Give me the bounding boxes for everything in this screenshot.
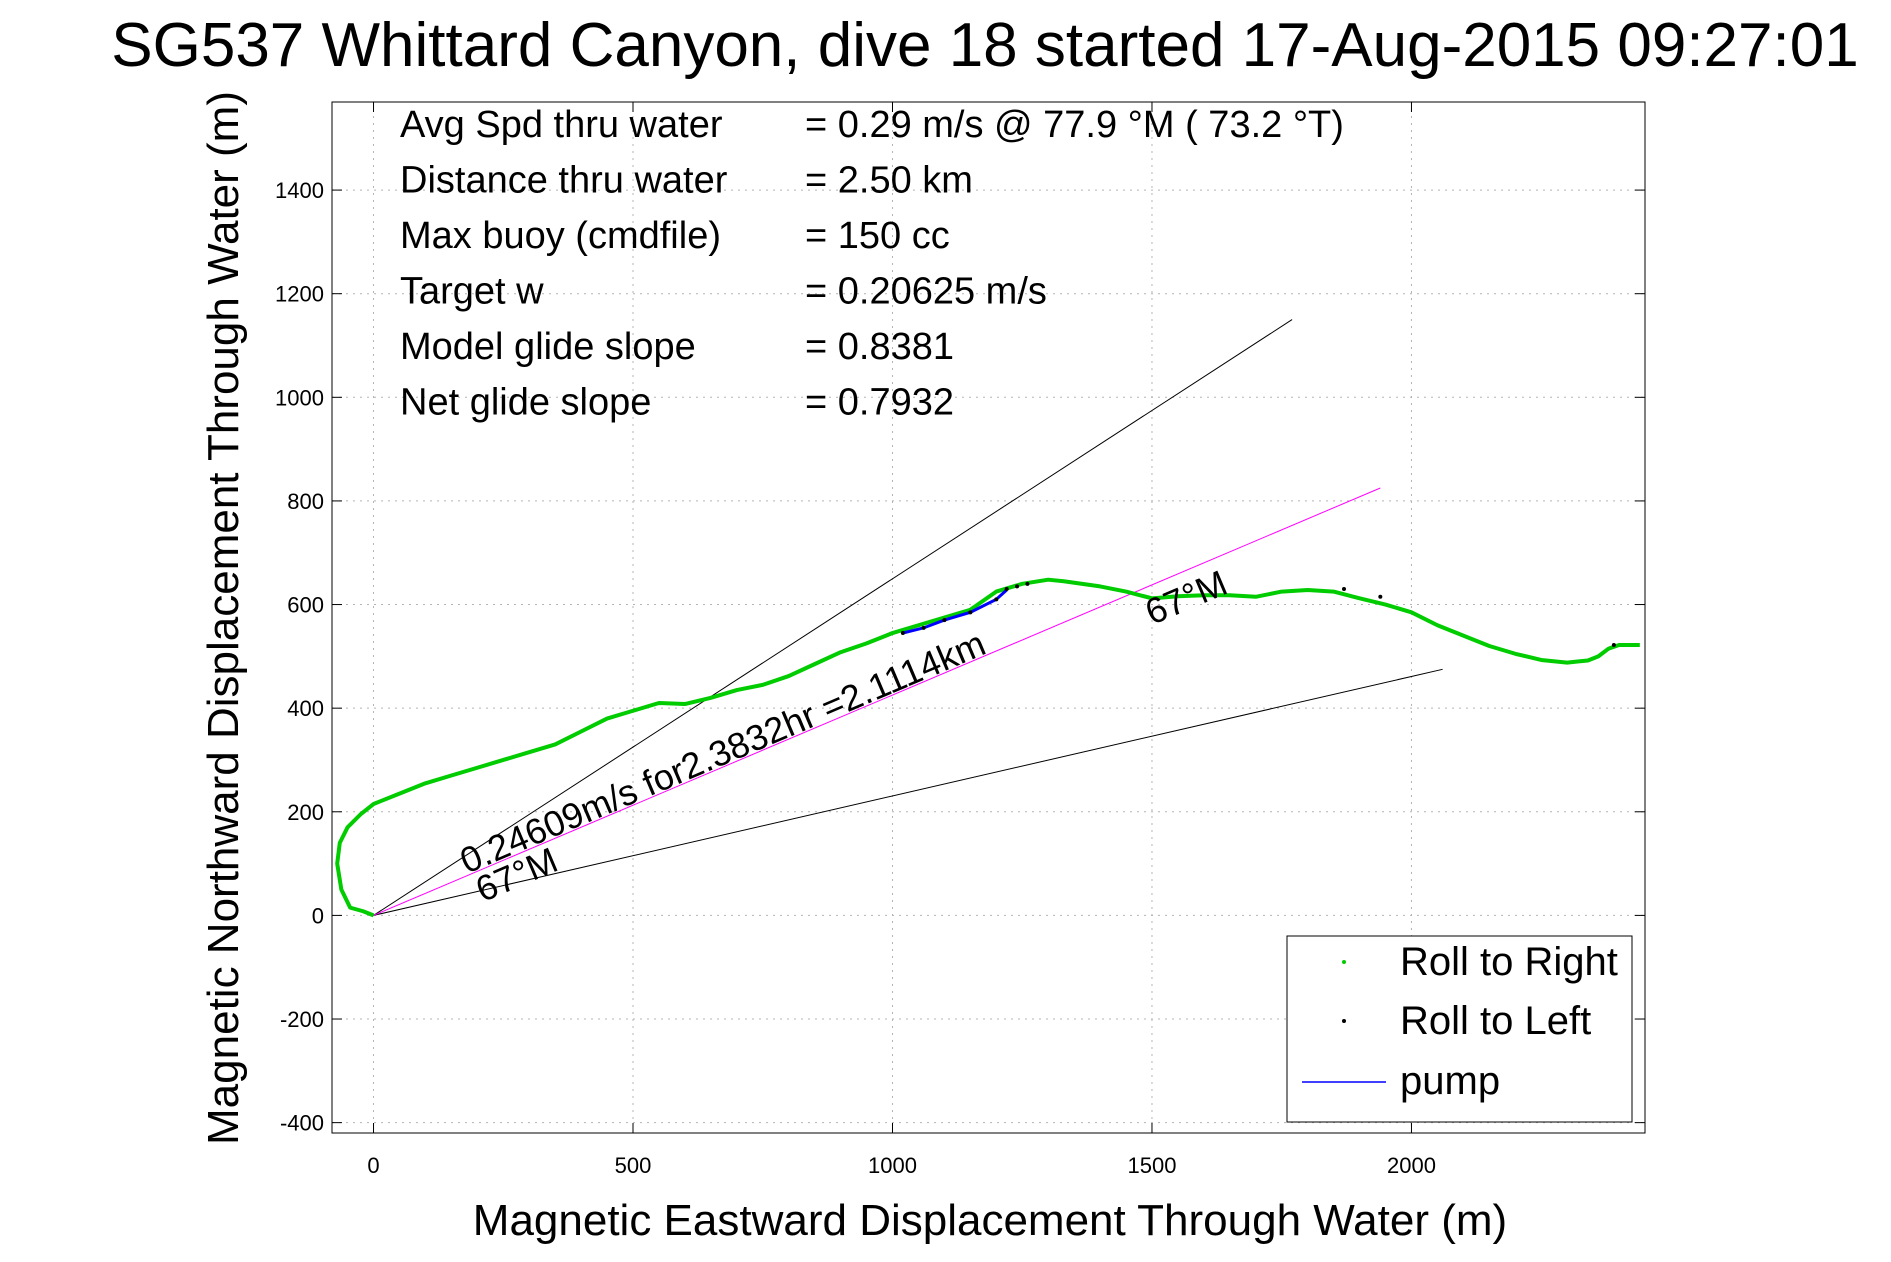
y-tick-label: 1400	[275, 178, 324, 203]
stat-value: = 150 cc	[805, 215, 950, 257]
roll-left-point	[968, 610, 973, 615]
stat-label: Model glide slope	[400, 326, 696, 368]
roll-left-point	[994, 597, 999, 602]
roll-left-point	[1015, 584, 1020, 589]
roll-left-point	[1378, 594, 1383, 599]
stats-panel: Avg Spd thru water = 0.29 m/s @ 77.9 °M (…	[400, 104, 1344, 424]
stat-value: = 2.50 km	[805, 160, 973, 202]
y-tick-label: 1000	[275, 385, 324, 410]
chart-title: SG537 Whittard Canyon, dive 18 started 1…	[111, 11, 1858, 80]
grid	[332, 102, 1645, 1133]
stat-label: Target w	[400, 271, 544, 313]
series-pump	[902, 588, 1008, 635]
stat-label: Max buoy (cmdfile)	[400, 215, 721, 257]
y-tick-label: 0	[312, 903, 324, 928]
legend-label: Roll to Left	[1400, 999, 1591, 1043]
legend-label: pump	[1400, 1059, 1500, 1103]
reference-line	[373, 487, 1381, 916]
stat-label: Net glide slope	[400, 382, 651, 424]
x-tick-label: 500	[615, 1153, 652, 1178]
x-tick-label: 2000	[1387, 1153, 1436, 1178]
legend-marker	[1342, 1019, 1346, 1023]
reference-line	[373, 668, 1443, 916]
y-tick-label: 400	[287, 696, 324, 721]
legend-label: Roll to Right	[1400, 940, 1618, 984]
y-tick-label: 800	[287, 489, 324, 514]
roll-left-point	[900, 631, 905, 636]
y-tick-label: 600	[287, 593, 324, 618]
roll-left-point	[942, 618, 947, 623]
stat-label: Distance thru water	[400, 160, 728, 202]
x-axis-label: Magnetic Eastward Displacement Through W…	[473, 1196, 1507, 1245]
roll-left-point	[1025, 581, 1030, 586]
series-roll-right	[335, 577, 1640, 918]
stat-label: Avg Spd thru water	[400, 104, 723, 146]
y-tick-label: -400	[280, 1111, 324, 1136]
x-tick-label: 1000	[868, 1153, 917, 1178]
x-tick-label: 0	[367, 1153, 379, 1178]
y-axis-label: Magnetic Northward Displacement Through …	[199, 91, 248, 1145]
roll-left-point	[921, 625, 926, 630]
series	[335, 577, 1640, 918]
legend-box	[1286, 935, 1633, 1123]
reference-line	[373, 319, 1293, 916]
stat-value: = 0.7932	[805, 382, 954, 424]
stat-value: = 0.8381	[805, 326, 954, 368]
y-tick-label: 1200	[275, 282, 324, 307]
roll-left-point	[1611, 642, 1616, 647]
plot-area: 0 500 1000 1500 2000 -400 -200 0 200 400 600 800 100…	[275, 101, 1646, 1178]
legend: Roll to Right Roll to Left pump	[1286, 935, 1633, 1123]
roll-left-point	[1341, 587, 1346, 592]
reference-lines	[373, 319, 1443, 916]
ticks: 0 500 1000 1500 2000 -400 -200 0 200 400 600 800 100…	[275, 102, 1645, 1178]
stat-value: = 0.29 m/s @ 77.9 °M ( 73.2 °T)	[805, 104, 1344, 146]
y-tick-label: 200	[287, 800, 324, 825]
y-tick-label: -200	[280, 1007, 324, 1032]
stat-value: = 0.20625 m/s	[805, 271, 1047, 313]
roll-left-point	[1004, 587, 1009, 592]
plot-border	[331, 101, 1646, 1134]
legend-marker	[1342, 960, 1346, 964]
x-tick-label: 1500	[1127, 1153, 1176, 1178]
